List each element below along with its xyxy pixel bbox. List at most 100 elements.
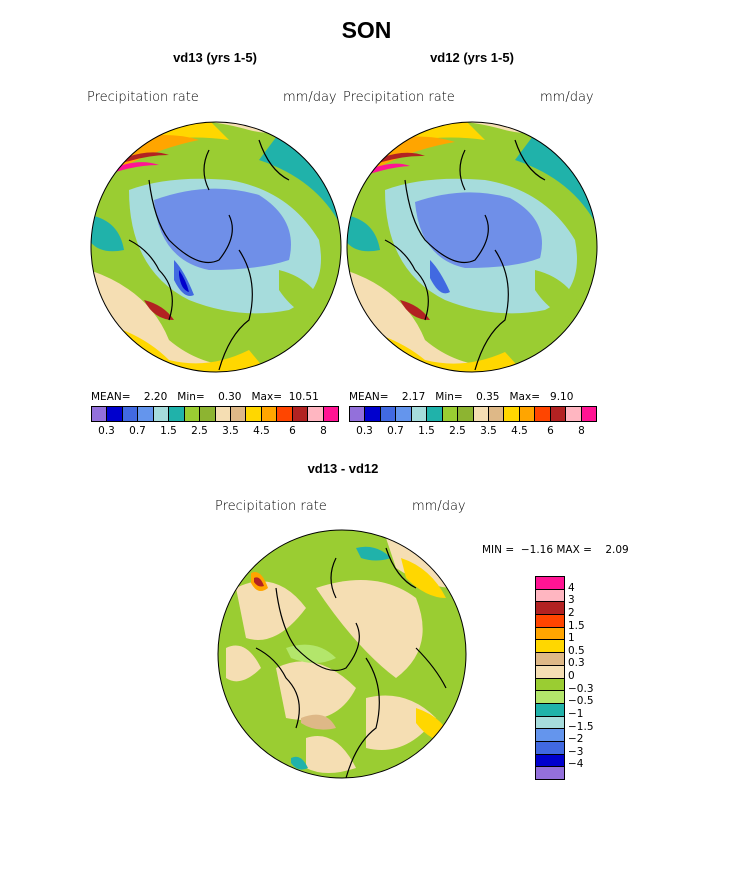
colorbar-level-label: −1 [568,707,584,720]
colorbar-swatch [536,589,564,603]
colorbar-swatch [107,407,123,421]
colorbar-tick-label: 1.5 [160,425,177,437]
colorbar-level-label: −3 [568,745,584,758]
colorbar-swatch [292,407,309,421]
colorbar-swatch [519,407,536,421]
figure-title: SON [341,17,392,43]
diff-colorbar-labels: 4 3 2 1.5 1 0.5 0.3 0 −0.3 −0.5 −1 −1.5 −2 −3 −4 [568,576,608,778]
panel-2-colorbar-ticks: 0.3 0.7 1.5 2.5 3.5 4.5 6 8 [349,425,597,439]
colorbar-swatch [122,407,139,421]
colorbar-swatch [504,407,520,421]
colorbar-swatch [536,691,564,704]
colorbar-swatch [536,615,564,628]
colorbar-level-label: −4 [568,758,584,771]
max-label: Max= [509,391,541,403]
colorbar-level-label: 4 [568,581,575,594]
colorbar-swatch [536,602,564,616]
colorbar-tick-label: 4.5 [253,425,270,437]
panel-1-stats: MEAN= 2.20 Min= 0.30 Max= 10.51 [91,391,319,403]
min-value: 0.30 [218,391,242,403]
colorbar-level-label: −0.3 [568,682,594,695]
panel-1-units-label: mm/day [283,90,337,105]
diff-variable-label: Precipitation rate [215,499,327,514]
max-label: Max= [251,391,283,403]
colorbar-swatch [184,407,201,421]
colorbar-level-label: 2 [568,606,575,619]
colorbar-level-label: −2 [568,733,584,746]
colorbar-swatch [442,407,459,421]
colorbar-tick-label: 0.3 [98,425,115,437]
diff-polar-map [217,529,467,779]
colorbar-tick-label: 6 [289,425,296,437]
panel-2-variable-label: Precipitation rate [343,90,455,105]
min-label: Min= [435,391,463,403]
colorbar-level-label: −1.5 [568,720,594,733]
colorbar-swatch [536,577,564,590]
panel-1-colorbar-ticks: 0.3 0.7 1.5 2.5 3.5 4.5 6 8 [91,425,339,439]
colorbar-swatch [536,767,564,779]
colorbar-swatch [396,407,412,421]
min-label: Min= [177,391,205,403]
colorbar-tick-label: 0.7 [129,425,146,437]
colorbar-swatch [230,407,247,421]
colorbar-tick-label: 3.5 [222,425,239,437]
colorbar-tick-label: 0.3 [356,425,373,437]
diff-colorbar [535,576,565,780]
colorbar-tick-label: 6 [547,425,554,437]
diff-subtitle: vd13 - vd12 [307,461,379,476]
colorbar-swatch [365,407,381,421]
colorbar-tick-label: 8 [320,425,327,437]
panel-2-polar-map [346,121,598,373]
colorbar-level-label: 0 [568,670,575,682]
colorbar-level-label: 0.5 [568,644,585,657]
colorbar-swatch [323,407,338,421]
max-value: 10.51 [288,391,319,403]
colorbar-swatch [169,407,185,421]
colorbar-swatch [536,703,564,717]
colorbar-level-label: 1.5 [568,619,585,632]
colorbar-swatch [581,407,596,421]
colorbar-swatch [350,407,366,421]
mean-label: MEAN= [349,391,389,403]
colorbar-swatch [566,407,582,421]
colorbar-tick-label: 2.5 [191,425,208,437]
colorbar-swatch [536,741,564,755]
colorbar-level-label: 0.3 [568,657,585,670]
colorbar-swatch [215,407,231,421]
colorbar-swatch [246,407,262,421]
diff-units-label: mm/day [412,499,466,514]
colorbar-swatch [138,407,154,421]
colorbar-swatch [536,627,564,641]
colorbar-swatch [536,729,564,742]
colorbar-swatch [92,407,108,421]
colorbar-swatch [536,678,564,692]
panel-2-subtitle: vd12 (yrs 1-5) [430,50,514,65]
colorbar-tick-label: 8 [578,425,585,437]
panel-2-stats: MEAN= 2.17 Min= 0.35 Max= 9.10 [349,391,573,403]
colorbar-tick-label: 4.5 [511,425,528,437]
panel-2-colorbar [349,406,597,422]
mean-label: MEAN= [91,391,131,403]
colorbar-level-label: 1 [568,632,575,645]
panel-1-colorbar [91,406,339,422]
panel-1-variable-label: Precipitation rate [87,90,199,105]
colorbar-tick-label: 1.5 [418,425,435,437]
mean-value: 2.17 [401,391,426,403]
panel-1-polar-map [90,121,342,373]
colorbar-swatch [536,754,564,768]
panel-2-units-label: mm/day [540,90,594,105]
max-label: MAX = [556,544,592,556]
colorbar-swatch [536,665,564,679]
diff-minmax: MIN = −1.16 MAX = 2.09 [482,544,629,556]
colorbar-swatch [535,407,551,421]
colorbar-swatch [261,407,278,421]
colorbar-swatch [411,407,428,421]
colorbar-swatch [536,716,564,730]
colorbar-swatch [153,407,170,421]
max-value: 9.10 [550,391,574,403]
panel-1-subtitle: vd13 (yrs 1-5) [173,50,257,65]
mean-value: 2.20 [143,391,168,403]
colorbar-tick-label: 3.5 [480,425,497,437]
colorbar-swatch [308,407,324,421]
colorbar-tick-label: 0.7 [387,425,404,437]
